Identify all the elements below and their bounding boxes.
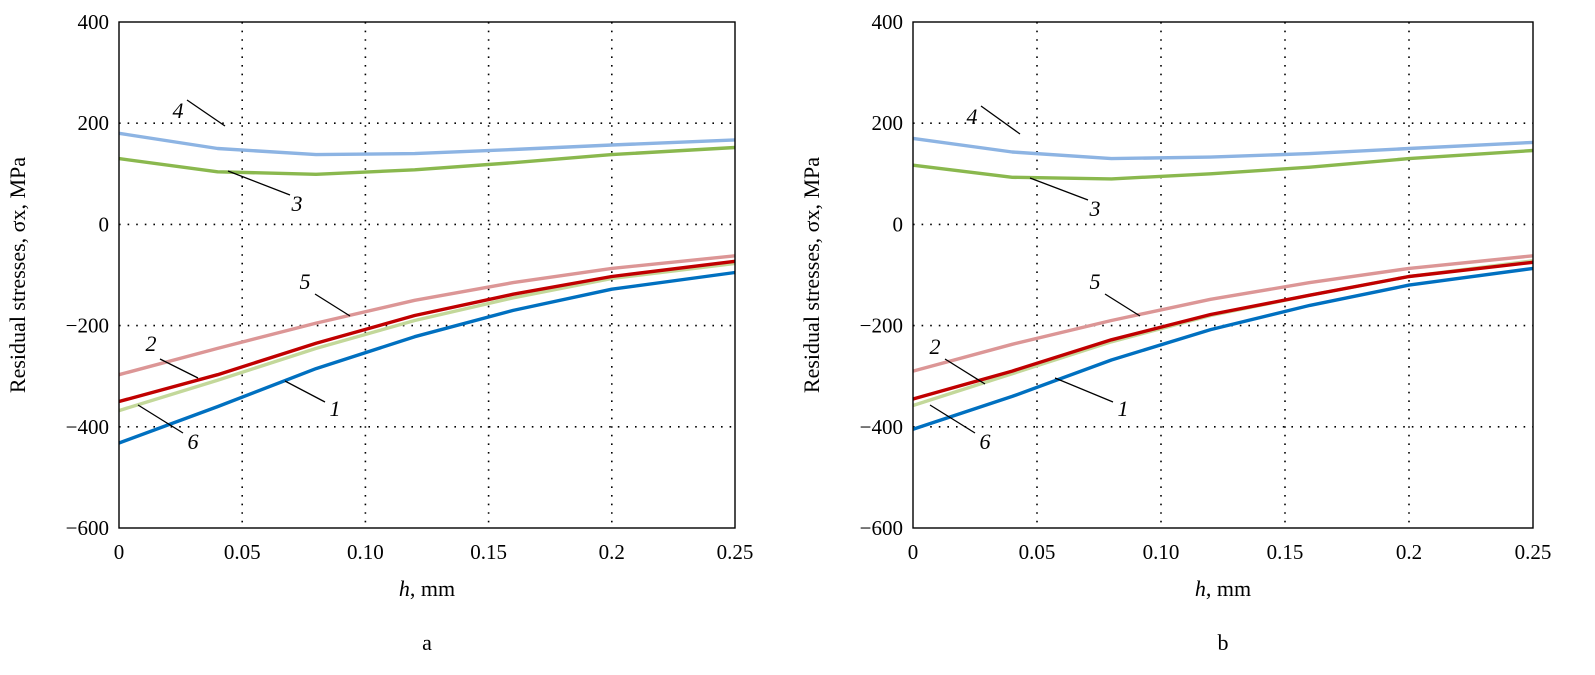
chart-caption: b [1218, 630, 1229, 655]
series-label-4: 4 [173, 98, 184, 123]
series-label-1: 1 [1118, 396, 1129, 421]
plot-frame [118, 21, 736, 529]
leader-line-2 [944, 358, 986, 385]
y-axis-label: Residual stresses, σx, MPa [5, 157, 30, 393]
series-line-5 [912, 254, 1534, 373]
leader-line-1 [1054, 377, 1114, 403]
series-label-1: 1 [330, 396, 341, 421]
series-line-3 [912, 148, 1534, 181]
x-tick-label: 0.25 [717, 540, 754, 564]
series-line-1 [118, 270, 736, 445]
y-tick-label: −200 [66, 314, 109, 338]
x-tick-label: 0.10 [1143, 540, 1180, 564]
leader-line-2 [159, 358, 199, 379]
y-tick-label: −400 [860, 415, 903, 439]
plot-frame [912, 21, 1534, 529]
series-label-5: 5 [300, 269, 311, 294]
leader-line-5 [1104, 293, 1141, 317]
x-tick-label: 0.15 [1267, 540, 1304, 564]
y-tick-label: −600 [860, 516, 903, 540]
y-tick-label: 0 [99, 212, 110, 236]
series-label-3: 3 [291, 191, 303, 216]
y-tick-label: 0 [893, 212, 904, 236]
x-tick-label: 0 [908, 540, 919, 564]
leader-line-6 [137, 404, 184, 434]
x-tick-label: 0.2 [1396, 540, 1422, 564]
series-label-6: 6 [980, 429, 991, 454]
leader-line-4 [186, 99, 226, 127]
leader-line-5 [314, 293, 351, 317]
x-tick-label: 0.10 [347, 540, 384, 564]
series-line-2 [118, 259, 736, 404]
x-tick-label: 0.05 [224, 540, 261, 564]
x-tick-label: 0.05 [1019, 540, 1056, 564]
series-line-5 [118, 254, 736, 377]
x-tick-label: 0.25 [1515, 540, 1552, 564]
series-line-2 [912, 260, 1534, 401]
series-line-4 [118, 131, 736, 157]
series-label-2: 2 [930, 334, 941, 359]
leader-line-1 [284, 380, 326, 403]
x-tick-label: 0.15 [470, 540, 507, 564]
y-tick-label: 200 [872, 111, 904, 135]
x-axis-unit: , mm [410, 576, 455, 601]
series-label-6: 6 [188, 429, 199, 454]
series-label-3: 3 [1089, 196, 1101, 221]
x-axis-unit: , mm [1206, 576, 1251, 601]
x-axis-label: h, mm [1195, 576, 1251, 601]
y-axis-label: Residual stresses, σx, MPa [799, 157, 824, 393]
series-line-3 [118, 145, 736, 177]
x-axis-label: h, mm [399, 576, 455, 601]
x-axis-variable: h [399, 576, 410, 601]
series-label-5: 5 [1090, 269, 1101, 294]
y-tick-label: −600 [66, 516, 109, 540]
y-tick-label: 200 [78, 111, 110, 135]
x-axis-variable: h [1195, 576, 1206, 601]
leader-line-6 [929, 404, 976, 434]
leader-line-3 [1029, 177, 1089, 201]
series-label-4: 4 [967, 104, 978, 129]
series-line-1 [912, 266, 1534, 431]
leader-line-4 [980, 105, 1021, 135]
y-tick-label: 400 [872, 10, 904, 34]
series-line-6 [118, 261, 736, 413]
chart-caption: a [422, 630, 432, 655]
series-label-2: 2 [146, 331, 157, 356]
y-tick-label: −400 [66, 415, 109, 439]
y-tick-label: −200 [860, 314, 903, 338]
x-tick-label: 0.2 [599, 540, 625, 564]
leader-line-3 [227, 170, 291, 196]
series-line-4 [912, 136, 1534, 161]
x-tick-label: 0 [114, 540, 125, 564]
y-tick-label: 400 [78, 10, 110, 34]
